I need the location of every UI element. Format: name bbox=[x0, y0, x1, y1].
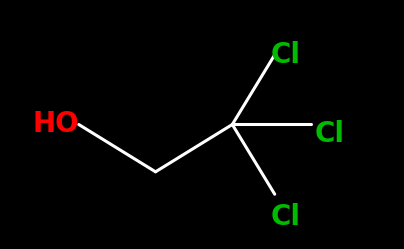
Text: HO: HO bbox=[32, 111, 79, 138]
Text: Cl: Cl bbox=[271, 203, 301, 231]
Text: Cl: Cl bbox=[271, 41, 301, 69]
Text: Cl: Cl bbox=[315, 121, 345, 148]
